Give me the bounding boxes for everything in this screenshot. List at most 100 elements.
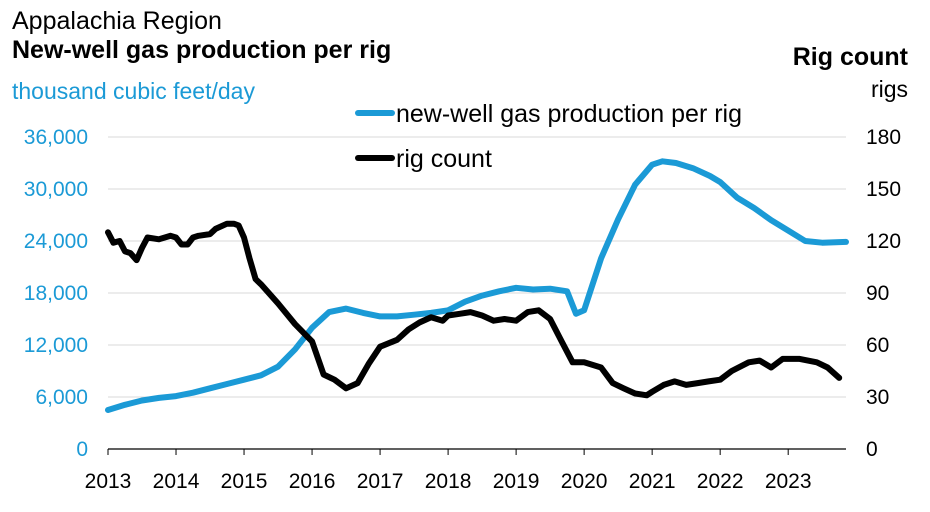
- rig-count-data-point: [123, 250, 127, 253]
- x-tick-label: 2020: [561, 470, 608, 493]
- rig-count-data-point: [140, 246, 144, 250]
- production-data-point: [276, 365, 280, 368]
- rig-count-data-point: [826, 366, 829, 369]
- x-tick-label: 2019: [493, 470, 540, 493]
- x-tick-label: 2018: [425, 470, 472, 493]
- production-data-point: [361, 311, 365, 315]
- production-data-point: [242, 378, 246, 381]
- right-y-tick-label: 30: [866, 386, 889, 409]
- production-data-point: [208, 387, 212, 390]
- rig-count-data-point: [611, 381, 614, 385]
- rig-count-data-point: [582, 361, 586, 364]
- rig-count-data-point: [106, 231, 110, 234]
- rig-count-data-point: [514, 319, 518, 322]
- production-data-point: [344, 307, 348, 310]
- rig-count-data-point: [769, 366, 773, 369]
- rig-count-data-point: [367, 362, 370, 366]
- production-data-point: [480, 294, 484, 297]
- left-y-tick-label: 30,000: [24, 178, 88, 201]
- production-data-point: [752, 206, 756, 210]
- rig-count-data-point: [333, 378, 336, 381]
- rig-count-data-point: [781, 357, 784, 361]
- production-data-point: [531, 288, 535, 291]
- rig-count-data-point: [242, 236, 246, 239]
- production-data-point: [565, 290, 569, 293]
- rig-count-data-point: [798, 357, 801, 361]
- x-tick-label: 2016: [289, 470, 336, 493]
- rig-count-data-point: [429, 316, 433, 319]
- rig-count-data-point: [633, 392, 637, 395]
- rig-count-data-point: [248, 257, 251, 260]
- rig-count-data-point: [276, 302, 280, 305]
- rig-count-data-point: [673, 380, 676, 383]
- production-data-point: [293, 348, 297, 351]
- x-tick-label: 2021: [629, 470, 676, 493]
- rig-count-data-point: [707, 380, 710, 383]
- production-data-point: [582, 309, 586, 312]
- right-axis-title: Rig count: [792, 43, 908, 71]
- production-data-point: [378, 315, 382, 318]
- rig-count-data-point: [458, 312, 461, 315]
- rig-count-data-point: [662, 383, 665, 387]
- rig-count-data-point: [571, 361, 574, 364]
- right-y-tick-label: 0: [866, 438, 878, 461]
- rig-count-data-point: [322, 373, 325, 376]
- rig-count-data-point: [469, 310, 472, 314]
- chart-title: New-well gas production per rig: [12, 36, 392, 64]
- x-tick-label: 2023: [765, 470, 812, 493]
- right-y-tick-label: 180: [866, 126, 901, 149]
- production-data-point: [820, 241, 824, 244]
- rig-count-data-point: [503, 317, 506, 321]
- rig-count-data-point: [684, 383, 688, 387]
- production-data-point: [616, 218, 620, 221]
- production-data-point: [191, 391, 195, 394]
- rig-count-data-point: [157, 238, 161, 241]
- rig-count-data-point: [815, 361, 818, 364]
- left-y-tick-label: 12,000: [24, 334, 88, 357]
- production-data-point: [259, 374, 263, 377]
- legend-label-rig-count: rig count: [396, 145, 492, 173]
- rig-count-data-point: [537, 309, 540, 312]
- rig-count-data-point: [129, 251, 132, 255]
- rig-count-data-point: [232, 222, 236, 225]
- rig-count-data-point: [395, 338, 399, 341]
- rig-count-data-point: [441, 319, 444, 322]
- left-y-tick-label: 24,000: [24, 230, 88, 253]
- rig-count-data-point: [730, 369, 733, 373]
- production-data-point: [735, 196, 739, 199]
- right-y-tick-label: 90: [866, 282, 889, 305]
- rig-count-data-point: [259, 283, 263, 286]
- production-data-point: [310, 326, 314, 329]
- right-y-tick-label: 60: [866, 334, 889, 357]
- rig-count-data-point: [837, 376, 841, 380]
- rig-count-data-point: [526, 310, 529, 314]
- rig-count-data-point: [174, 236, 178, 239]
- rig-count-data-point: [747, 361, 750, 364]
- rig-count-data-point: [146, 236, 149, 239]
- rig-count-data-point: [599, 366, 603, 369]
- rig-count-data-point: [214, 227, 217, 231]
- rig-count-data-point: [118, 239, 121, 243]
- right-y-tick-label: 150: [866, 178, 901, 201]
- rig-count-data-point: [254, 277, 257, 281]
- production-data-point: [514, 286, 518, 289]
- production-data-point: [574, 312, 578, 315]
- rig-count-data-point: [696, 381, 699, 385]
- rig-count-data-point: [293, 323, 297, 326]
- production-data-point: [769, 219, 773, 222]
- left-y-tick-label: 6,000: [35, 386, 88, 409]
- rig-count-data-point: [718, 378, 722, 381]
- production-data-point: [691, 167, 695, 170]
- production-data-point: [225, 382, 229, 386]
- production-data-point: [140, 399, 144, 402]
- production-series-line: [105, 158, 849, 413]
- right-axis-unit-label: rigs: [870, 76, 908, 102]
- rig-count-data-point: [197, 234, 200, 237]
- rig-count-data-point: [492, 319, 495, 322]
- rig-count-data-point: [344, 387, 348, 390]
- rig-count-data-point: [356, 381, 359, 385]
- production-data-point: [844, 240, 848, 244]
- rig-count-data-point: [480, 314, 484, 317]
